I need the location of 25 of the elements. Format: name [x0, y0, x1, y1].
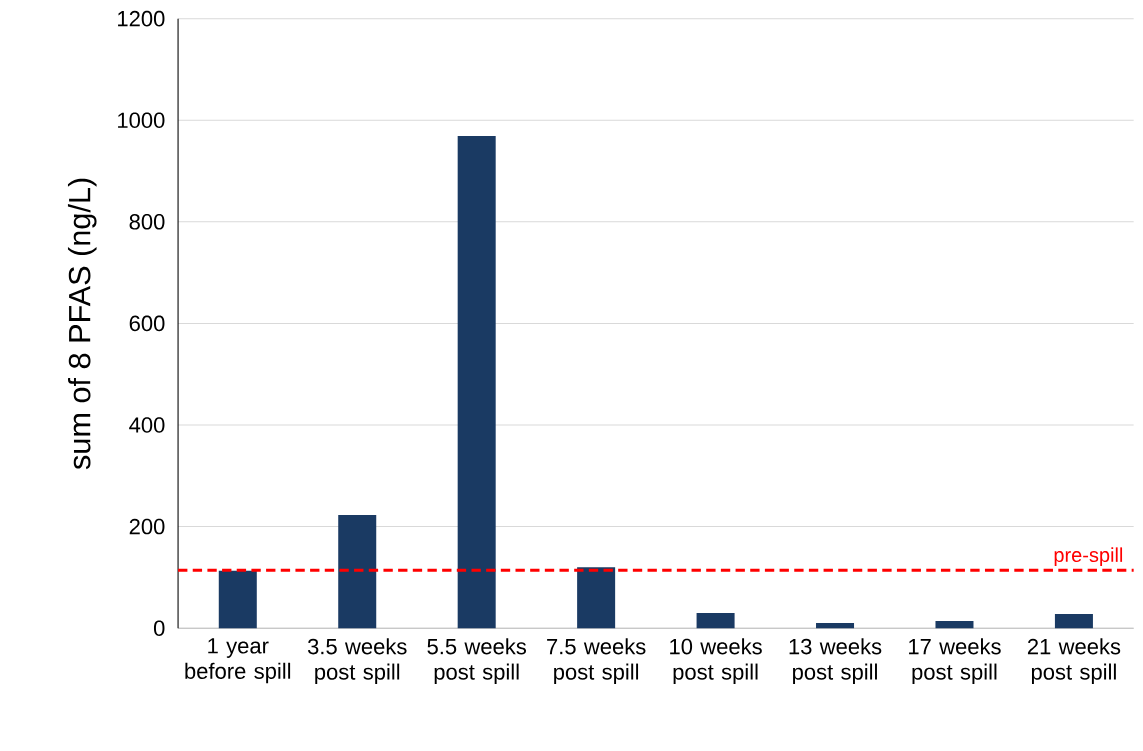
x-tick-label: 21 weeks post spill	[1027, 638, 1121, 685]
y-axis-title: sum of 8 PFAS (ng/L)	[67, 178, 97, 470]
y-tick-label: 800	[129, 214, 165, 230]
x-tick-label: 1 year before spill	[185, 638, 291, 684]
y-tick-label: 0	[153, 620, 165, 637]
x-tick-label: 7.5 weeks post spill	[547, 638, 646, 685]
x-tick-label: 13 weeks post spill	[789, 638, 882, 685]
bar	[816, 623, 855, 629]
y-tick-label: 200	[129, 518, 165, 535]
x-tick-label: 10 weeks post spill	[670, 638, 762, 685]
x-tick-label: 3.5 weeks post spill	[307, 638, 407, 685]
bar	[338, 514, 377, 629]
y-tick-label: 400	[129, 417, 165, 433]
bar	[577, 567, 616, 629]
x-tick-label: 5.5 weeks post spill	[427, 638, 527, 685]
x-tick-label: 17 weeks post spill	[909, 638, 1001, 685]
y-tick-label: 1200	[118, 10, 165, 27]
bar	[457, 136, 496, 629]
bar	[218, 570, 257, 629]
ref-line-label: pre-spill	[1054, 547, 1123, 567]
y-tick-label: 1000	[118, 112, 165, 129]
bar	[696, 613, 735, 629]
bar	[1054, 614, 1093, 629]
y-tick-label: 600	[129, 315, 165, 332]
bar	[935, 621, 974, 629]
